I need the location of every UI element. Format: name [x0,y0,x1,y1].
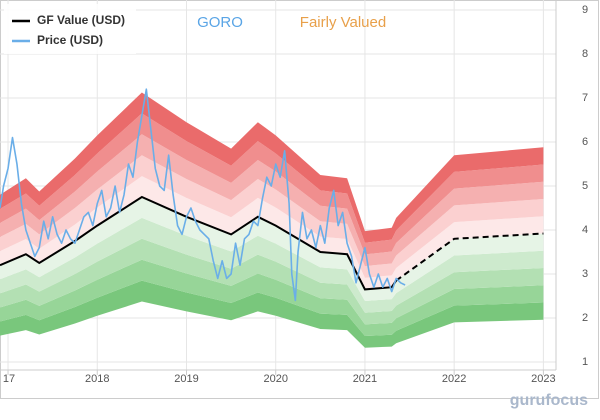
lines [0,88,544,302]
y-tick-label: 5 [582,180,588,192]
value-band [0,176,544,290]
x-tick-label: 2020 [263,373,287,385]
x-tick-label: 2018 [85,373,109,385]
y-tick-label: 3 [582,268,588,280]
y-tick-label: 2 [582,312,588,324]
y-tick-label: 6 [582,136,588,148]
x-tick-label: 2021 [353,373,377,385]
y-tick-label: 1 [582,356,588,368]
value-band [0,238,544,325]
price-line [0,88,406,302]
legend: GF Value (USD) Price (USD) [12,13,125,47]
y-tick-label: 4 [582,224,588,236]
x-tick-label: 2023 [531,373,555,385]
value-band [0,259,544,337]
value-band [0,197,544,302]
value-band [0,217,544,313]
y-tick-label: 7 [582,92,588,104]
value-band [0,280,544,348]
x-tick-label: 2019 [174,373,198,385]
x-tick-label: 2022 [442,373,466,385]
legend-label: GF Value (USD) [37,13,125,27]
value-bands [0,92,544,348]
gf-value-forecast-line [395,232,544,282]
x-tick-label: 17 [3,373,15,385]
ticker: GORO [197,14,243,31]
axes: 1 2 3 4 5 6 7 8 9 17 2018 2019 2020 2021 2022 2023 [3,4,588,385]
legend-label: Price (USD) [37,33,103,47]
gf-value-line [0,195,398,291]
watermark: gurufocus [510,392,588,409]
legend-box [4,4,136,54]
value-band [0,134,544,267]
y-tick-label: 8 [582,48,588,60]
valuation-label: Fairly Valued [300,14,386,31]
value-band [0,155,544,278]
y-tick-label: 9 [582,4,588,16]
value-band [0,113,544,255]
